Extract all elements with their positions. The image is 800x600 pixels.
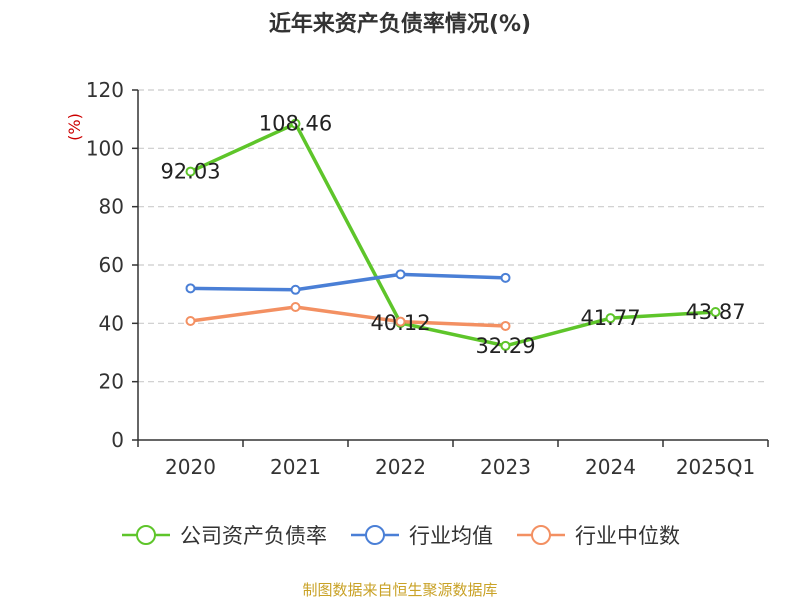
y-tick-label: 40 <box>99 311 124 335</box>
data-point <box>290 118 301 129</box>
legend-item[interactable]: 行业均值 <box>349 520 493 550</box>
legend-label: 公司资产负债率 <box>180 524 327 548</box>
legend-marker <box>517 525 565 545</box>
legend-item[interactable]: 行业中位数 <box>515 520 680 550</box>
x-tick-label: 2025Q1 <box>676 455 755 479</box>
series-line-0 <box>189 121 716 348</box>
legend-label: 行业中位数 <box>575 524 680 548</box>
legend-marker <box>122 525 170 545</box>
data-point <box>185 166 196 177</box>
legend-circle <box>531 525 551 545</box>
data-point <box>395 269 406 280</box>
data-point <box>500 340 511 351</box>
axis-layer: 0 20 40 60 80 100 120 2020 2021 2022 2023 2024 2025Q… <box>65 78 769 479</box>
y-tick-label: 80 <box>99 195 124 219</box>
data-label-layer: 92.03 108.46 40.12 32.29 41.77 43.87 <box>160 112 745 358</box>
data-point <box>395 316 406 327</box>
x-tick-label: 2022 <box>375 455 426 479</box>
y-tick-label: 100 <box>86 136 124 160</box>
legend-item[interactable]: 公司资产负债率 <box>120 520 327 550</box>
data-point <box>500 320 511 331</box>
legend-circle <box>136 525 156 545</box>
x-tick-label: 2020 <box>165 455 216 479</box>
data-point <box>605 313 616 324</box>
x-tick-label: 2023 <box>480 455 531 479</box>
legend-circle <box>365 525 385 545</box>
data-point <box>290 302 301 312</box>
data-point <box>185 316 196 326</box>
data-point <box>290 284 301 295</box>
data-label: 40.12 <box>370 311 430 335</box>
legend-marker <box>351 525 399 545</box>
series-line-2 <box>190 305 506 328</box>
y-tick-label: 120 <box>86 78 124 102</box>
x-tick-label: 2024 <box>585 455 636 479</box>
y-tick-label: 20 <box>99 370 124 394</box>
series-layer <box>185 118 721 351</box>
data-label: 43.87 <box>685 300 745 324</box>
legend: 公司资产负债率 行业均值 行业中位数 <box>0 520 800 550</box>
data-label: 32.29 <box>475 334 535 358</box>
x-tick-label: 2021 <box>270 455 321 479</box>
source-note: 制图数据来自恒生聚源数据库 <box>302 581 498 599</box>
data-point <box>710 307 721 318</box>
data-label: 41.77 <box>580 306 640 330</box>
y-tick-label: 60 <box>99 253 124 277</box>
y-axis-label: (%) <box>65 113 84 141</box>
series-line-1 <box>190 272 506 292</box>
y-tick-label: 0 <box>111 428 124 452</box>
legend-label: 行业均值 <box>409 524 493 548</box>
data-point <box>500 272 511 283</box>
data-label: 92.03 <box>160 160 220 184</box>
chart-title: 近年来资产负债率情况(%) <box>268 12 532 37</box>
grid-layer <box>138 89 768 383</box>
data-point <box>185 283 196 294</box>
data-label: 108.46 <box>259 112 332 136</box>
